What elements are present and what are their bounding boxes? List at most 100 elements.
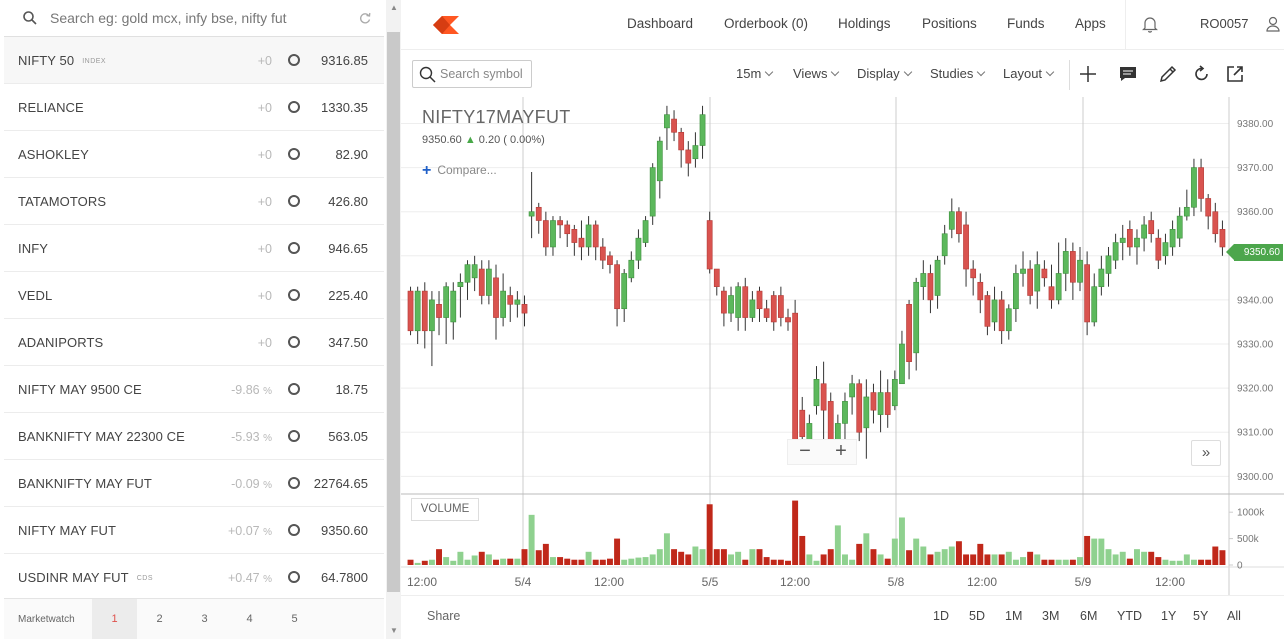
candle-body [948, 211, 955, 230]
instrument-name: ASHOKLEY [18, 147, 89, 162]
candle-body [1191, 167, 1197, 208]
compare-button[interactable]: + Compare... [422, 162, 497, 180]
volume-bar [984, 554, 991, 565]
bell-icon[interactable] [1142, 16, 1158, 33]
candle-body [877, 392, 884, 415]
volume-bar [599, 559, 606, 565]
volume-bar [507, 558, 514, 565]
volume-bar [977, 543, 984, 565]
x-tick-label: 5/8 [888, 575, 905, 589]
chart-area[interactable]: 9380.009370.009360.009350.009340.009330.… [401, 97, 1284, 595]
zoom-in-button[interactable]: + [835, 440, 847, 462]
scroll-thumb[interactable] [387, 32, 400, 592]
reset-icon[interactable] [1192, 64, 1212, 84]
marketwatch-page-4[interactable]: 4 [246, 613, 253, 625]
list-item[interactable]: NIFTY MAY 9500 CE -9.86 % 18.75 [4, 366, 384, 413]
volume-bar [614, 538, 621, 565]
share-button[interactable]: Share [427, 609, 461, 623]
candle-body [493, 277, 499, 318]
marketwatch-page-5[interactable]: 5 [291, 613, 298, 625]
range-6m[interactable]: 6M [1080, 609, 1098, 623]
volume-bar [763, 557, 770, 565]
views-dropdown[interactable]: Views [793, 66, 840, 81]
list-item[interactable]: BANKNIFTY MAY 22300 CE -5.93 % 563.05 [4, 413, 384, 460]
studies-dropdown[interactable]: Studies [930, 66, 986, 81]
instrument-price: 9350.60 [321, 523, 368, 538]
list-item[interactable]: BANKNIFTY MAY FUT -0.09 % 22764.65 [4, 460, 384, 507]
views-label: Views [793, 66, 828, 81]
price-chart[interactable]: 9380.009370.009360.009350.009340.009330.… [401, 97, 1284, 595]
instrument-price: 9316.85 [321, 53, 368, 68]
user-icon[interactable] [1266, 16, 1280, 32]
nav-holdings[interactable]: Holdings [838, 16, 891, 31]
crosshair-plus-icon[interactable] [1078, 64, 1098, 84]
instrument-search-input[interactable] [50, 6, 350, 30]
volume-bar [635, 557, 642, 565]
fullscreen-icon[interactable] [1225, 64, 1245, 84]
list-item[interactable]: VEDL +0 225.40 [4, 272, 384, 319]
list-item[interactable]: USDINR MAY FUT CDS +0.47 % 64.7800 [4, 554, 384, 601]
refresh-icon[interactable] [358, 11, 372, 25]
marketwatch-page-2[interactable]: 2 [156, 613, 163, 625]
volume-bar [820, 554, 827, 565]
instrument-change: +0 [257, 336, 272, 350]
volume-bar [842, 554, 848, 565]
display-dropdown[interactable]: Display [857, 66, 912, 81]
range-5y[interactable]: 5Y [1193, 609, 1209, 623]
list-item[interactable]: TATAMOTORS +0 426.80 [4, 178, 384, 225]
volume-bar [1062, 559, 1069, 565]
marketwatch-page-3[interactable]: 3 [201, 613, 208, 625]
volume-bar [777, 559, 784, 565]
range-1y[interactable]: 1Y [1161, 609, 1177, 623]
candle-body [1020, 268, 1026, 274]
scroll-down-icon[interactable]: ▼ [390, 626, 398, 635]
marketwatch-scrollbar[interactable]: ▲ ▼ [386, 0, 401, 639]
range-1m[interactable]: 1M [1005, 609, 1023, 623]
nav-funds[interactable]: Funds [1007, 16, 1045, 31]
candle-body [792, 312, 798, 442]
nav-orderbook[interactable]: Orderbook (0) [724, 16, 809, 31]
instrument-price: 22764.65 [313, 476, 368, 491]
range-1d[interactable]: 1D [933, 609, 949, 623]
candle-body [507, 295, 514, 305]
volume-tick-label: 0 [1237, 561, 1243, 572]
interval-dropdown[interactable]: 15m [736, 66, 774, 81]
interval-label: 15m [736, 66, 762, 81]
user-id[interactable]: RO0057 [1200, 16, 1249, 31]
draw-pencil-icon[interactable] [1158, 64, 1178, 84]
scroll-to-latest-button[interactable]: » [1191, 440, 1221, 466]
last-price: 9350.60 [422, 134, 462, 146]
range-all[interactable]: All [1227, 609, 1241, 623]
candle-body [550, 220, 556, 248]
instrument-name: NIFTY MAY 9500 CE [18, 382, 142, 397]
scroll-up-icon[interactable]: ▲ [390, 3, 398, 12]
list-item[interactable]: NIFTY MAY FUT +0.07 % 9350.60 [4, 507, 384, 554]
price-change-percent: ( 0.00%) [503, 134, 545, 146]
range-5d[interactable]: 5D [969, 609, 985, 623]
list-item[interactable]: ADANIPORTS +0 347.50 [4, 319, 384, 366]
candle-body [1205, 198, 1212, 217]
list-item[interactable]: ASHOKLEY +0 82.90 [4, 131, 384, 178]
symbol-search-input[interactable] [440, 65, 530, 83]
nav-positions[interactable]: Positions [922, 16, 977, 31]
kite-logo-icon[interactable] [433, 16, 459, 34]
layout-dropdown[interactable]: Layout [1003, 66, 1055, 81]
zoom-out-button[interactable]: − [799, 440, 811, 462]
marketwatch-page-1[interactable]: 1 [92, 599, 137, 639]
instrument-name: RELIANCE [18, 100, 84, 115]
list-item[interactable]: RELIANCE +0 1330.35 [4, 84, 384, 131]
volume-bar [998, 554, 1005, 565]
range-ytd[interactable]: YTD [1117, 609, 1142, 623]
range-3m[interactable]: 3M [1042, 609, 1060, 623]
volume-bar [414, 562, 421, 565]
list-item[interactable]: INFY +0 946.65 [4, 225, 384, 272]
candle-body [699, 114, 706, 146]
nav-apps[interactable]: Apps [1075, 16, 1106, 31]
nav-dashboard[interactable]: Dashboard [627, 16, 694, 31]
volume-label[interactable]: VOLUME [411, 498, 479, 521]
circle-icon [288, 336, 300, 348]
comment-icon[interactable] [1118, 64, 1138, 84]
instrument-name: NIFTY MAY FUT [18, 523, 117, 538]
list-item[interactable]: NIFTY 50 INDEX +0 9316.85 [4, 37, 384, 84]
volume-bar [407, 559, 414, 565]
